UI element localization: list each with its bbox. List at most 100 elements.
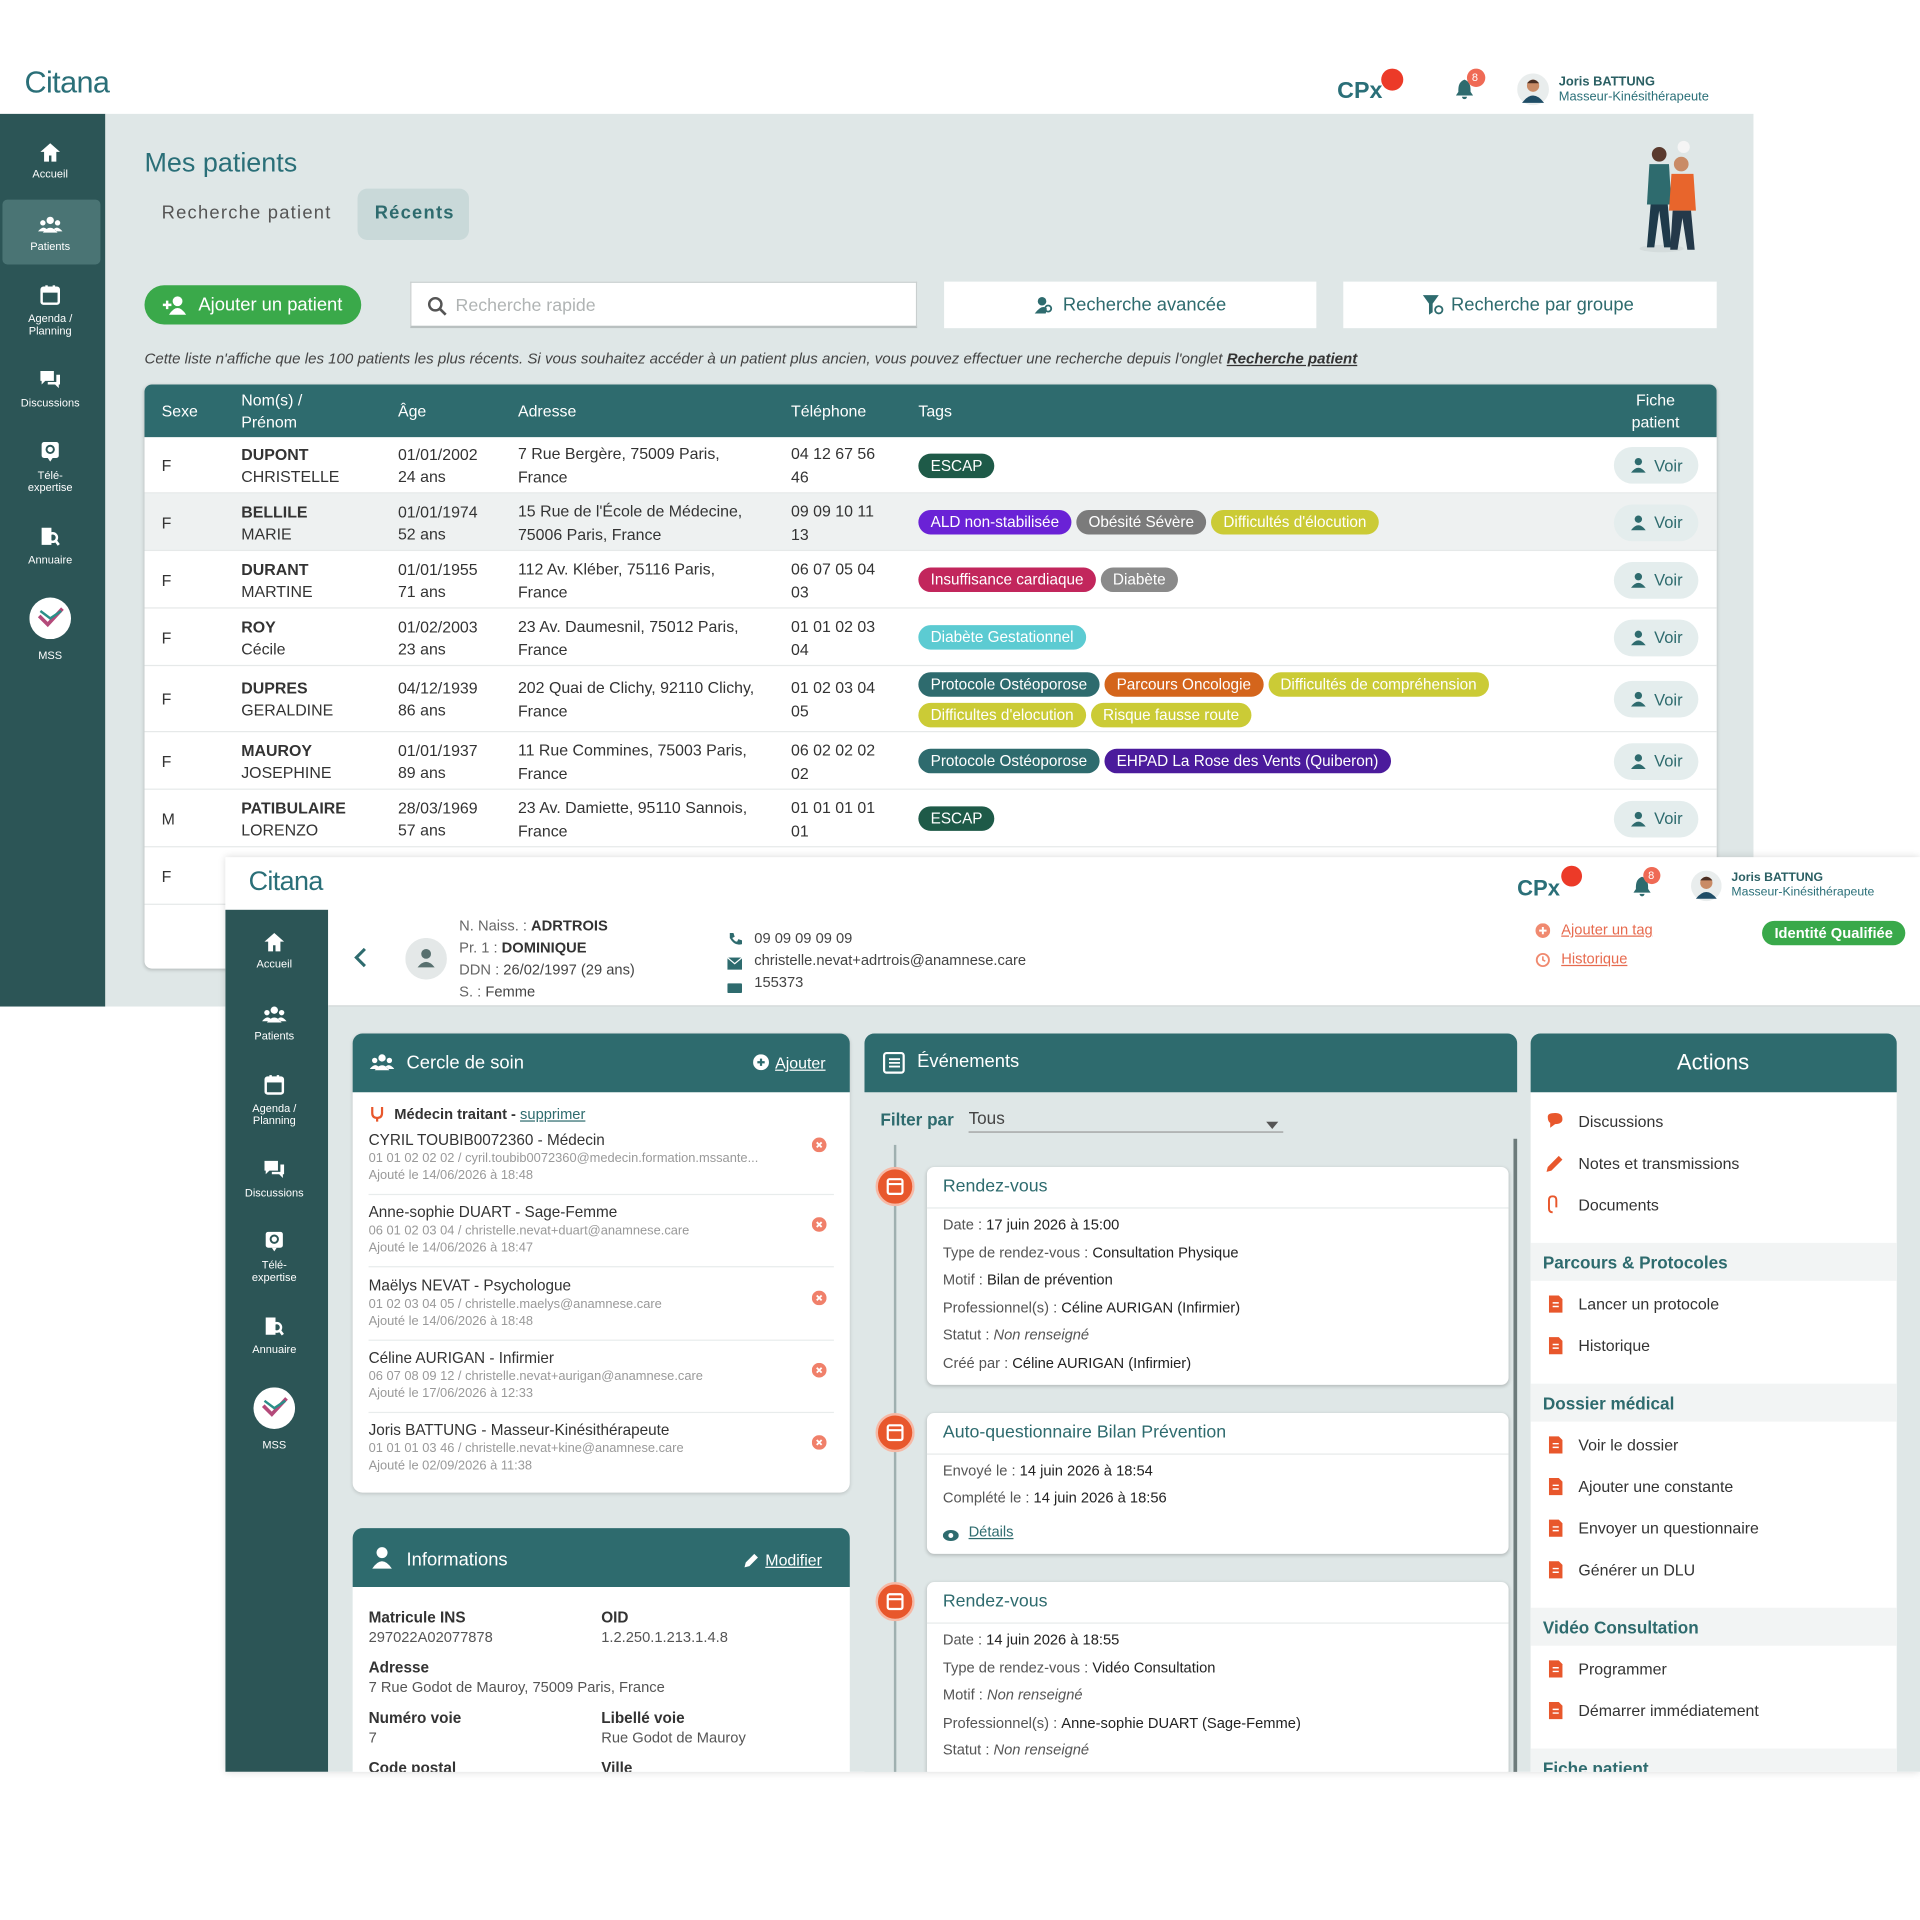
event-line-label: Envoyé le : xyxy=(942,1461,1016,1479)
view-button[interactable]: Voir xyxy=(1613,800,1699,837)
info-value: Rue Godot de Mauroy xyxy=(601,1728,746,1747)
sidebar-label-text[interactable]: Annuaire xyxy=(252,1343,297,1356)
action-item[interactable]: Documents xyxy=(1578,1195,1659,1215)
view-button[interactable]: Voir xyxy=(1613,503,1699,541)
action-item[interactable]: Démarrer immédiatement xyxy=(1578,1701,1759,1720)
tab[interactable]: Récents xyxy=(374,202,455,224)
sidebar-label-text[interactable]: Accueil xyxy=(32,167,68,181)
sidebar-label[interactable]: Discussions xyxy=(228,1187,321,1216)
icon xyxy=(29,597,72,640)
sidebar-label[interactable]: Annuaire xyxy=(4,553,97,582)
add-patient-button[interactable]: Ajouter un patient xyxy=(144,285,362,325)
view-button[interactable]: Voir xyxy=(1613,680,1699,718)
sidebar-label-text[interactable]: Télé-expertise xyxy=(251,1258,297,1284)
view-button[interactable]: Voir xyxy=(1613,742,1699,780)
view-button-label[interactable]: Voir xyxy=(1654,809,1683,828)
sidebar-label[interactable]: Accueil xyxy=(228,958,321,987)
notice-link[interactable]: Recherche patient xyxy=(1226,350,1358,368)
sidebar-label[interactable]: Patients xyxy=(228,1030,321,1059)
edit-link[interactable]: Modifier xyxy=(765,1550,822,1570)
tag[interactable]: Obésité Sévère xyxy=(1076,510,1207,535)
sidebar-label-text[interactable]: Discussions xyxy=(244,1186,304,1199)
tag[interactable]: Diabète Gestationnel xyxy=(918,625,1086,650)
sidebar-label-text[interactable]: MSS xyxy=(262,1438,287,1452)
tag[interactable]: Protocole Ostéoporose xyxy=(918,748,1100,774)
sidebar-label[interactable]: Discussions xyxy=(4,397,97,426)
view-button-label[interactable]: Voir xyxy=(1654,690,1683,709)
tag[interactable]: EHPAD La Rose des Vents (Quiberon) xyxy=(1104,748,1391,774)
group-search-button[interactable]: Recherche par groupe xyxy=(1343,281,1717,329)
add-tag-link[interactable]: Ajouter un tag xyxy=(1561,920,1653,938)
notification-count[interactable]: 8 xyxy=(1471,71,1478,84)
filter-select[interactable]: Tous xyxy=(968,1106,1284,1133)
view-button-label[interactable]: Voir xyxy=(1654,513,1683,532)
sidebar-label-text[interactable]: Agenda / Planning xyxy=(252,1102,297,1127)
search-input[interactable]: Recherche rapide xyxy=(410,281,918,329)
sidebar-label[interactable]: Agenda / Planning xyxy=(228,1102,321,1131)
sidebar-label[interactable]: Annuaire xyxy=(228,1343,321,1372)
tag[interactable]: Difficultés de compréhension xyxy=(1268,671,1489,697)
view-button[interactable]: Voir xyxy=(1613,618,1699,656)
sidebar-label-text[interactable]: Patients xyxy=(30,240,71,253)
tag[interactable]: Difficultes d'elocution xyxy=(918,702,1086,727)
view-button-label[interactable]: Voir xyxy=(1654,456,1683,475)
cpx-label[interactable]: CPx xyxy=(1517,876,1561,901)
tag[interactable]: Difficultés d'élocution xyxy=(1211,510,1379,535)
action-item[interactable]: Ajouter une constante xyxy=(1578,1477,1734,1496)
tag[interactable]: ESCAP xyxy=(918,453,995,478)
cpx-label[interactable]: CPx xyxy=(1337,78,1383,105)
view-button[interactable]: Voir xyxy=(1613,561,1699,599)
sidebar-label-text[interactable]: Télé-expertise xyxy=(27,468,73,494)
icon-shape xyxy=(1539,926,1547,935)
sidebar-label[interactable]: Agenda / Planning xyxy=(4,312,97,341)
sidebar-label-text[interactable]: Accueil xyxy=(256,957,293,970)
remove-link[interactable]: supprimer xyxy=(520,1105,586,1123)
group-search-label[interactable]: Recherche par groupe xyxy=(1451,294,1634,316)
advanced-search-button[interactable]: Recherche avancée xyxy=(944,281,1317,329)
sidebar-label[interactable]: Patients xyxy=(4,240,97,269)
action-item[interactable]: Programmer xyxy=(1578,1659,1667,1679)
history-link[interactable]: Historique xyxy=(1561,950,1628,968)
action-item[interactable]: Historique xyxy=(1578,1336,1651,1355)
icon xyxy=(1535,923,1551,938)
sidebar-label[interactable]: MSS xyxy=(228,1439,321,1468)
tag[interactable]: Parcours Oncologie xyxy=(1104,671,1264,697)
action-item[interactable]: Envoyer un questionnaire xyxy=(1578,1518,1759,1538)
tag[interactable]: Protocole Ostéoporose xyxy=(918,671,1100,697)
tag[interactable]: ESCAP xyxy=(918,806,995,831)
action-item[interactable]: Notes et transmissions xyxy=(1578,1154,1740,1173)
search-placeholder[interactable]: Recherche rapide xyxy=(455,296,596,316)
advanced-search-label[interactable]: Recherche avancée xyxy=(1062,294,1227,316)
user-name[interactable]: Joris BATTUNG xyxy=(1558,74,1655,90)
action-item[interactable]: Générer un DLU xyxy=(1578,1560,1696,1579)
sidebar-label[interactable]: Télé-expertise xyxy=(4,469,97,498)
tag[interactable]: ALD non-stabilisée xyxy=(918,510,1072,535)
sidebar-label-text[interactable]: Patients xyxy=(254,1029,295,1043)
sidebar-label[interactable]: MSS xyxy=(4,649,97,678)
sidebar-label-text[interactable]: MSS xyxy=(38,648,63,662)
tag[interactable]: Diabète xyxy=(1100,567,1178,593)
tag[interactable]: Insuffisance cardiaque xyxy=(918,567,1096,593)
screen2-sidebar xyxy=(225,909,329,1772)
add-member-link[interactable]: Ajouter xyxy=(775,1053,826,1073)
sidebar-label-text[interactable]: Annuaire xyxy=(28,553,73,566)
tag[interactable]: Risque fausse route xyxy=(1090,702,1252,727)
sidebar-label[interactable]: Accueil xyxy=(4,168,97,197)
action-item[interactable]: Lancer un protocole xyxy=(1578,1294,1720,1314)
notification-count[interactable]: 8 xyxy=(1648,869,1655,882)
tab[interactable]: Recherche patient xyxy=(161,202,332,224)
user-name[interactable]: Joris BATTUNG xyxy=(1731,871,1824,885)
sidebar-label-text[interactable]: Agenda / Planning xyxy=(28,312,73,337)
action-item[interactable]: Discussions xyxy=(1578,1112,1664,1131)
view-button-label[interactable]: Voir xyxy=(1654,751,1683,771)
filter-value[interactable]: Tous xyxy=(968,1108,1005,1128)
details-link[interactable]: Détails xyxy=(968,1523,1014,1541)
add-patient-label[interactable]: Ajouter un patient xyxy=(198,294,343,316)
view-button-label[interactable]: Voir xyxy=(1654,628,1683,647)
view-button[interactable]: Voir xyxy=(1613,446,1699,484)
sidebar-label-text[interactable]: Discussions xyxy=(20,396,80,409)
view-button-label[interactable]: Voir xyxy=(1654,570,1683,589)
sidebar-label[interactable]: Télé-expertise xyxy=(228,1259,321,1288)
event-separator xyxy=(926,1207,1509,1209)
action-item[interactable]: Voir le dossier xyxy=(1578,1435,1679,1455)
